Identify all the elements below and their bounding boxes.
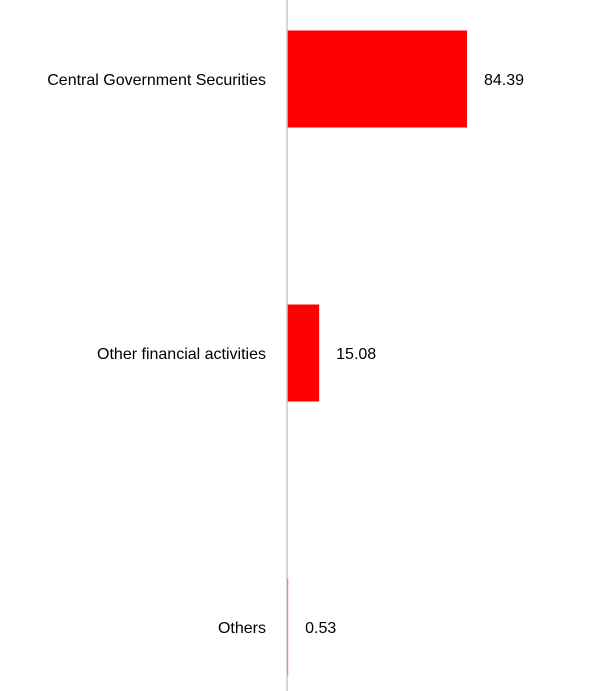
category-labels-layer: Central Government Securities Other finan… bbox=[47, 72, 266, 637]
bar-1 bbox=[287, 30, 467, 128]
value-label: 84.39 bbox=[484, 72, 524, 89]
category-label: Other financial activities bbox=[97, 346, 266, 363]
category-label: Central Government Securities bbox=[47, 72, 266, 89]
category-label: Others bbox=[218, 620, 266, 637]
bars-layer bbox=[287, 30, 467, 676]
value-label: 0.53 bbox=[305, 620, 336, 637]
bar-2 bbox=[287, 304, 320, 402]
value-labels-layer: 84.39 15.08 0.53 bbox=[305, 72, 524, 637]
value-label: 15.08 bbox=[336, 346, 376, 363]
